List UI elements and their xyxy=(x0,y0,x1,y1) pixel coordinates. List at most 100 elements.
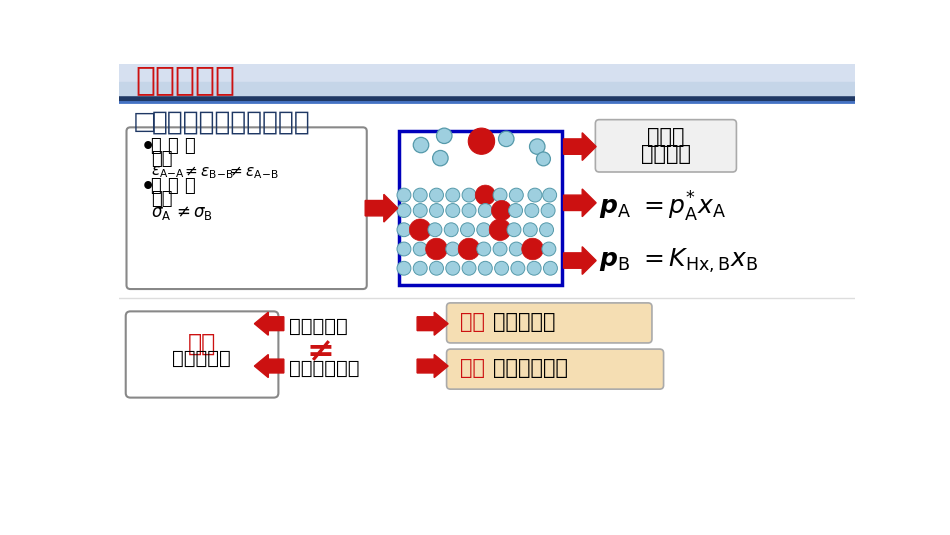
Circle shape xyxy=(429,261,444,275)
Circle shape xyxy=(413,137,428,153)
Circle shape xyxy=(397,188,411,202)
Circle shape xyxy=(524,204,539,217)
Text: $\sigma_{\rm A}$: $\sigma_{\rm A}$ xyxy=(151,204,172,223)
Circle shape xyxy=(462,261,476,275)
Circle shape xyxy=(542,188,557,202)
Circle shape xyxy=(468,128,495,154)
Circle shape xyxy=(477,242,491,256)
Circle shape xyxy=(511,261,524,275)
FancyBboxPatch shape xyxy=(126,127,367,289)
Circle shape xyxy=(542,242,556,256)
Text: 体积变化: 体积变化 xyxy=(641,143,691,164)
Text: 理想稀溶液: 理想稀溶液 xyxy=(136,63,236,96)
Text: 小：: 小： xyxy=(151,190,173,209)
Circle shape xyxy=(537,152,550,166)
Bar xyxy=(119,64,855,99)
Circle shape xyxy=(495,261,508,275)
Circle shape xyxy=(429,204,444,217)
Circle shape xyxy=(409,219,431,241)
Polygon shape xyxy=(255,312,284,335)
Circle shape xyxy=(529,139,545,154)
Text: 相 互 作: 相 互 作 xyxy=(151,137,196,155)
Circle shape xyxy=(489,219,511,241)
Circle shape xyxy=(491,201,512,220)
Circle shape xyxy=(475,185,495,205)
Polygon shape xyxy=(255,355,284,378)
Circle shape xyxy=(479,204,492,217)
Circle shape xyxy=(429,188,444,202)
Circle shape xyxy=(509,242,523,256)
Circle shape xyxy=(542,204,555,217)
Circle shape xyxy=(446,204,460,217)
Circle shape xyxy=(462,204,476,217)
Circle shape xyxy=(461,223,474,236)
FancyBboxPatch shape xyxy=(399,131,562,285)
Text: 理想稀溶液的微观特征: 理想稀溶液的微观特征 xyxy=(151,110,310,136)
Text: $\boldsymbol{p}_{\rm B}\ =K_{\rm Hx,B}x_{\rm B}$: $\boldsymbol{p}_{\rm B}\ =K_{\rm Hx,B}x_… xyxy=(599,247,758,275)
Circle shape xyxy=(446,188,460,202)
Circle shape xyxy=(446,261,460,275)
Text: ：亨利定律: ：亨利定律 xyxy=(493,312,556,332)
FancyBboxPatch shape xyxy=(446,303,652,343)
Circle shape xyxy=(446,242,460,256)
Circle shape xyxy=(543,261,558,275)
FancyBboxPatch shape xyxy=(446,349,663,389)
Circle shape xyxy=(397,242,411,256)
Circle shape xyxy=(493,188,507,202)
Text: 理想稀溶液: 理想稀溶液 xyxy=(289,317,348,336)
Circle shape xyxy=(413,261,428,275)
Polygon shape xyxy=(563,133,597,160)
Text: 拉乌尔定律: 拉乌尔定律 xyxy=(172,349,231,368)
Circle shape xyxy=(528,188,542,202)
Text: 溶质: 溶质 xyxy=(460,312,485,332)
Text: •: • xyxy=(141,178,155,197)
Circle shape xyxy=(493,242,507,256)
Circle shape xyxy=(428,223,442,236)
Circle shape xyxy=(462,188,476,202)
Polygon shape xyxy=(365,194,398,222)
Text: $\boldsymbol{p}_{\rm A}\ =p_{\rm A}^{*}x_{\rm A}$: $\boldsymbol{p}_{\rm A}\ =p_{\rm A}^{*}x… xyxy=(599,190,727,224)
Circle shape xyxy=(397,223,411,236)
Polygon shape xyxy=(563,189,597,217)
Text: •: • xyxy=(141,137,155,157)
Circle shape xyxy=(522,238,543,260)
Circle shape xyxy=(508,204,523,217)
Text: $\neq\varepsilon_{\rm B\mathsf{-}B}$: $\neq\varepsilon_{\rm B\mathsf{-}B}$ xyxy=(182,164,234,181)
Bar xyxy=(119,82,855,99)
Text: $\neq\varepsilon_{\rm A\mathsf{-}B}$: $\neq\varepsilon_{\rm A\mathsf{-}B}$ xyxy=(227,164,279,181)
Circle shape xyxy=(507,223,521,236)
Text: 溶剂: 溶剂 xyxy=(187,331,216,355)
Circle shape xyxy=(458,238,480,260)
Circle shape xyxy=(479,261,492,275)
FancyBboxPatch shape xyxy=(596,120,736,172)
Circle shape xyxy=(397,261,411,275)
Text: 用：: 用： xyxy=(151,150,173,169)
Text: ：拉乌尔定律: ：拉乌尔定律 xyxy=(493,358,568,378)
FancyBboxPatch shape xyxy=(125,311,278,398)
Text: 溶质: 溶质 xyxy=(460,358,485,378)
Text: 热效应: 热效应 xyxy=(647,127,685,147)
Polygon shape xyxy=(563,247,597,274)
Circle shape xyxy=(509,188,523,202)
Text: $\varepsilon_{\rm A\mathsf{-}A}$: $\varepsilon_{\rm A\mathsf{-}A}$ xyxy=(151,164,185,180)
Circle shape xyxy=(397,204,411,217)
Circle shape xyxy=(432,150,448,166)
Text: 分 子 大: 分 子 大 xyxy=(151,178,196,195)
Circle shape xyxy=(426,238,447,260)
Text: 稀的理想溶液: 稀的理想溶液 xyxy=(289,359,360,378)
Polygon shape xyxy=(417,355,448,378)
Polygon shape xyxy=(417,312,448,335)
Circle shape xyxy=(499,131,514,147)
Circle shape xyxy=(523,223,538,236)
Circle shape xyxy=(477,223,491,236)
Text: $\neq\sigma_{\rm B}$: $\neq\sigma_{\rm B}$ xyxy=(173,204,213,223)
Circle shape xyxy=(540,223,554,236)
Circle shape xyxy=(413,188,428,202)
Text: ≠: ≠ xyxy=(306,335,334,368)
Circle shape xyxy=(413,204,428,217)
Circle shape xyxy=(413,242,428,256)
Circle shape xyxy=(527,261,541,275)
Circle shape xyxy=(436,128,452,143)
Circle shape xyxy=(445,223,458,236)
Text: □: □ xyxy=(133,110,157,134)
